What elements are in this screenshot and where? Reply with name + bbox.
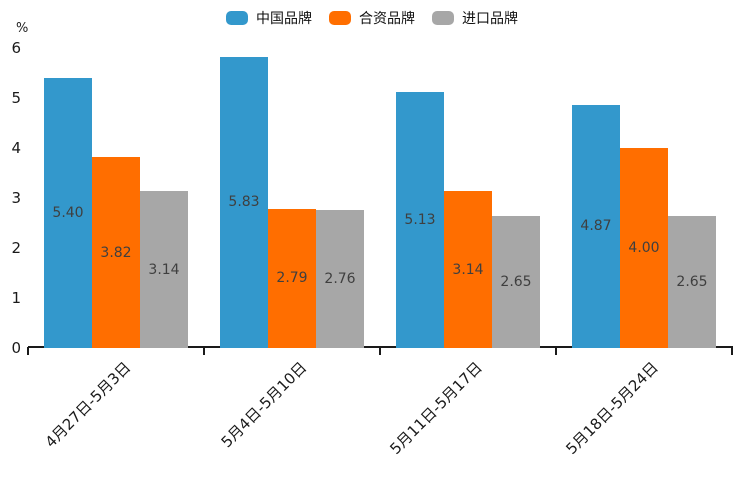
bar-value-label: 3.82 bbox=[100, 244, 132, 261]
bar-value-label: 5.83 bbox=[228, 194, 260, 211]
bar-进口品牌: 2.76 bbox=[316, 210, 364, 348]
bar-中国品牌: 5.83 bbox=[220, 56, 268, 348]
bar-进口品牌: 2.65 bbox=[492, 215, 540, 348]
bar-value-label: 4.87 bbox=[580, 218, 612, 235]
y-tick-label: 2 bbox=[11, 239, 21, 257]
y-axis-unit-label: % bbox=[16, 21, 29, 36]
bar-中国品牌: 5.40 bbox=[44, 78, 92, 348]
legend-label: 中国品牌 bbox=[256, 11, 312, 27]
bar-value-label: 3.14 bbox=[148, 261, 180, 278]
x-axis-tick bbox=[731, 347, 733, 355]
y-tick-label: 6 bbox=[11, 39, 21, 57]
bar-合资品牌: 3.14 bbox=[444, 191, 492, 348]
bar-进口品牌: 2.65 bbox=[668, 215, 716, 348]
legend-swatch-icon bbox=[329, 11, 351, 25]
bar-中国品牌: 5.13 bbox=[396, 91, 444, 348]
y-tick-label: 1 bbox=[11, 289, 21, 307]
bar-合资品牌: 3.82 bbox=[92, 157, 140, 348]
legend-label: 进口品牌 bbox=[462, 11, 518, 27]
legend-item: 进口品牌 bbox=[432, 8, 518, 28]
legend-swatch-icon bbox=[432, 11, 454, 25]
x-axis-tick bbox=[379, 347, 381, 355]
legend-swatch-icon bbox=[226, 11, 248, 25]
x-category-label: 5月4日-5月10日 bbox=[217, 358, 311, 452]
x-axis-tick bbox=[27, 347, 29, 355]
legend: 中国品牌 合资品牌 进口品牌 bbox=[0, 8, 744, 28]
bar-进口品牌: 3.14 bbox=[140, 191, 188, 348]
bar-value-label: 5.13 bbox=[404, 211, 436, 228]
legend-item: 合资品牌 bbox=[329, 8, 415, 28]
bar-value-label: 2.79 bbox=[276, 270, 308, 287]
x-axis-tick bbox=[555, 347, 557, 355]
x-axis-tick bbox=[203, 347, 205, 355]
bar-合资品牌: 4.00 bbox=[620, 148, 668, 348]
bar-value-label: 5.40 bbox=[52, 205, 84, 221]
bar-中国品牌: 4.87 bbox=[572, 104, 620, 348]
bar-value-label: 4.00 bbox=[628, 240, 660, 256]
x-category-label: 4月27日-5月3日 bbox=[41, 358, 135, 452]
y-tick-label: 4 bbox=[11, 139, 21, 157]
legend-item: 中国品牌 bbox=[226, 8, 312, 28]
legend-label: 合资品牌 bbox=[359, 11, 415, 27]
y-tick-label: 3 bbox=[11, 189, 21, 207]
y-tick-label: 5 bbox=[11, 89, 21, 107]
bar-value-label: 2.65 bbox=[500, 273, 532, 290]
y-tick-label: 0 bbox=[11, 339, 21, 357]
x-category-label: 5月18日-5月24日 bbox=[562, 358, 663, 458]
bar-合资品牌: 2.79 bbox=[268, 208, 316, 348]
bar-value-label: 3.14 bbox=[452, 261, 484, 278]
bar-value-label: 2.65 bbox=[676, 273, 708, 290]
x-category-label: 5月11日-5月17日 bbox=[386, 358, 487, 458]
bar-value-label: 2.76 bbox=[324, 271, 356, 287]
